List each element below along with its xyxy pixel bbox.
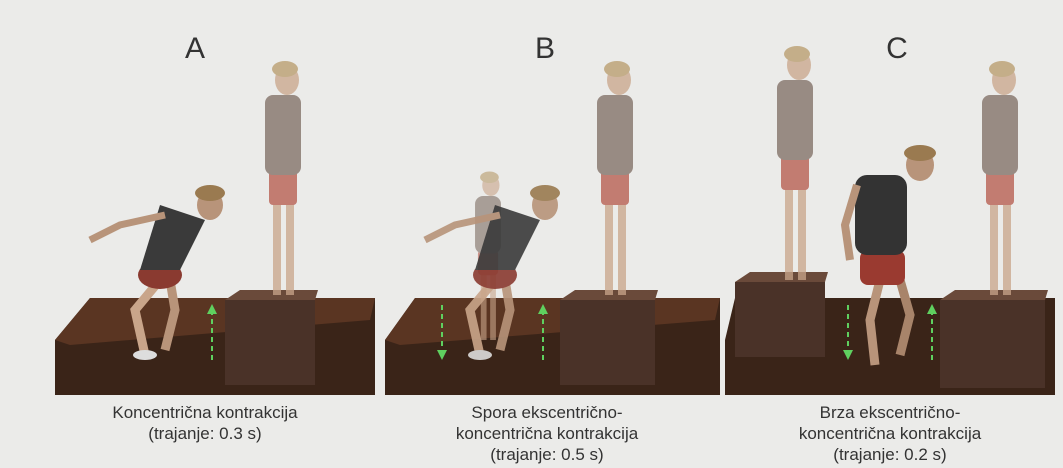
leg xyxy=(618,200,626,295)
leg xyxy=(785,185,793,280)
shoe xyxy=(133,350,157,360)
hair xyxy=(604,61,630,77)
torso xyxy=(855,175,907,255)
panel-b-scene xyxy=(385,290,720,395)
leg xyxy=(798,185,806,280)
shorts xyxy=(601,170,629,205)
leg xyxy=(1003,200,1011,295)
torso xyxy=(597,95,633,175)
leg xyxy=(286,200,294,295)
hair xyxy=(480,172,499,184)
panel-a-scene xyxy=(55,290,375,395)
hair xyxy=(195,185,225,201)
torso xyxy=(982,95,1018,175)
panel-label: A xyxy=(185,32,205,65)
hair xyxy=(272,61,298,77)
hair xyxy=(904,145,936,161)
leg xyxy=(990,200,998,295)
panel-caption: Spora ekscentrično- xyxy=(471,403,622,422)
panel-caption: koncentrična kontrakcija xyxy=(799,424,982,443)
panel-caption: Brza ekscentrično- xyxy=(820,403,961,422)
leg xyxy=(273,200,281,295)
shorts xyxy=(860,250,905,285)
page: A Koncentrična kontrakcija (trajanje: 0.3 … xyxy=(0,0,1063,468)
shorts xyxy=(986,170,1014,205)
figure: A Koncentrična kontrakcija (trajanje: 0.3 … xyxy=(0,0,1063,468)
torso xyxy=(265,95,301,175)
hair xyxy=(784,46,810,62)
hair xyxy=(530,185,560,201)
shoe xyxy=(468,350,492,360)
panel-caption: (trajanje: 0.2 s) xyxy=(833,445,946,464)
leg xyxy=(605,200,613,295)
torso xyxy=(777,80,813,160)
shorts xyxy=(269,170,297,205)
panel-label: C xyxy=(886,32,908,65)
panel-caption: koncentrična kontrakcija xyxy=(456,424,639,443)
shorts xyxy=(781,155,809,190)
panel-label: B xyxy=(535,32,555,65)
panel-caption: (trajanje: 0.3 s) xyxy=(148,424,261,443)
panel-caption: Koncentrična kontrakcija xyxy=(112,403,298,422)
hair xyxy=(989,61,1015,77)
panel-caption: (trajanje: 0.5 s) xyxy=(490,445,603,464)
